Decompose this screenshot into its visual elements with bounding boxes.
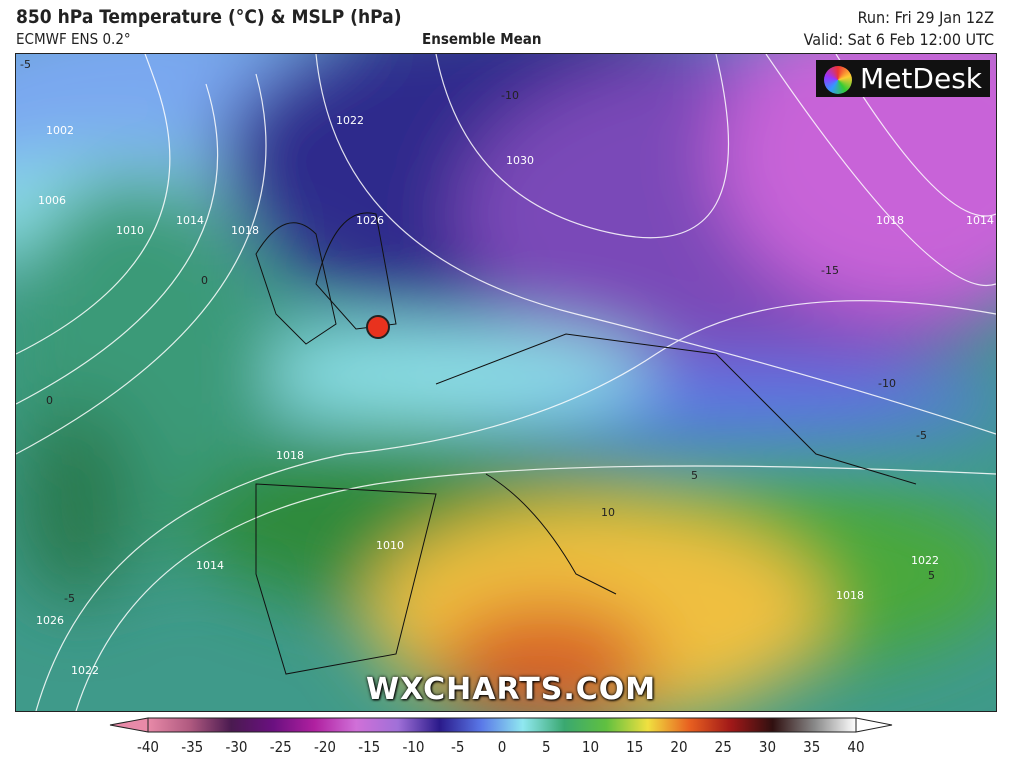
colorbar-min-arrow: [109, 717, 149, 733]
colorbar-tick-label: 0: [497, 738, 507, 756]
isobar-label: 1022: [71, 664, 99, 677]
temperature-label: -5: [916, 429, 927, 442]
product-name: Ensemble Mean: [422, 30, 542, 48]
isobar-label: 1018: [876, 214, 904, 227]
colorbar-tick-label: -40: [136, 738, 160, 756]
isobar-label: 1006: [38, 194, 66, 207]
isobar-label: 1022: [336, 114, 364, 127]
logo-text: MetDesk: [860, 62, 982, 95]
temperature-label: -10: [878, 377, 896, 390]
temperature-label: -15: [821, 264, 839, 277]
colorbar-tick-label: 5: [541, 738, 551, 756]
metdesk-logo: MetDesk: [816, 60, 990, 97]
temperature-label: -5: [64, 592, 75, 605]
colorbar-tick-label: -5: [451, 738, 465, 756]
colorbar-tick-label: -20: [313, 738, 337, 756]
colorbar-tick-label: -35: [181, 738, 204, 756]
isobar-label: 1014: [196, 559, 224, 572]
watermark: WXCHARTS.COM: [366, 672, 657, 707]
temperature-label: 5: [928, 569, 935, 582]
isobar-label: 1010: [116, 224, 144, 237]
isobar-label: 1014: [176, 214, 204, 227]
colorbar-tick-label: -15: [358, 738, 381, 756]
contour-labels: 1002 1006 1010 1014 1018 1022 1026 1030 …: [20, 58, 994, 677]
colorbar-tick-label: 40: [847, 738, 865, 756]
temperature-label: 0: [201, 274, 208, 287]
map-title: 850 hPa Temperature (°C) & MSLP (hPa): [16, 6, 402, 28]
isobar-label: 1018: [231, 224, 259, 237]
location-marker[interactable]: [366, 315, 390, 339]
temperature-label: 5: [691, 469, 698, 482]
colorbar-scale: [147, 717, 857, 733]
weather-map[interactable]: 1002 1006 1010 1014 1018 1022 1026 1030 …: [15, 53, 997, 712]
metdesk-logo-icon: [824, 66, 853, 94]
model-name: ECMWF ENS 0.2°: [16, 30, 131, 48]
temperature-label: -10: [501, 89, 519, 102]
temperature-label: -5: [20, 58, 31, 71]
isobar-label: 1010: [376, 539, 404, 552]
colorbar-tick-label: 30: [758, 738, 777, 756]
colorbar-tick-label: 15: [626, 738, 644, 756]
isobar-label: 1026: [36, 614, 64, 627]
colorbar-tick-label: -25: [269, 738, 292, 756]
coastlines: [255, 212, 917, 675]
colorbar-tick-label: 10: [581, 738, 600, 756]
isobar-label: 1026: [356, 214, 384, 227]
temperature-field: 1002 1006 1010 1014 1018 1022 1026 1030 …: [16, 54, 996, 711]
temperature-label: 0: [46, 394, 53, 407]
temperature-label: 10: [601, 506, 615, 519]
valid-time: Valid: Sat 6 Feb 12:00 UTC: [803, 30, 994, 49]
isobar-label: 1018: [836, 589, 864, 602]
isobar-label: 1018: [276, 449, 304, 462]
colorbar-tick-label: 20: [670, 738, 688, 756]
isobar-label: 1014: [966, 214, 994, 227]
isobar-label: 1002: [46, 124, 74, 137]
colorbar-tick-label: 35: [803, 738, 821, 756]
colorbar-max-arrow: [855, 717, 893, 733]
isobar-label: 1030: [506, 154, 534, 167]
isobars: [16, 54, 996, 711]
colorbar-tick-label: 25: [714, 738, 732, 756]
run-time: Run: Fri 29 Jan 12Z: [857, 8, 994, 27]
colorbar-tick-label: -30: [225, 738, 248, 756]
colorbar: [109, 717, 893, 733]
colorbar-tick-label: -10: [402, 738, 425, 756]
isobar-label: 1022: [911, 554, 939, 567]
